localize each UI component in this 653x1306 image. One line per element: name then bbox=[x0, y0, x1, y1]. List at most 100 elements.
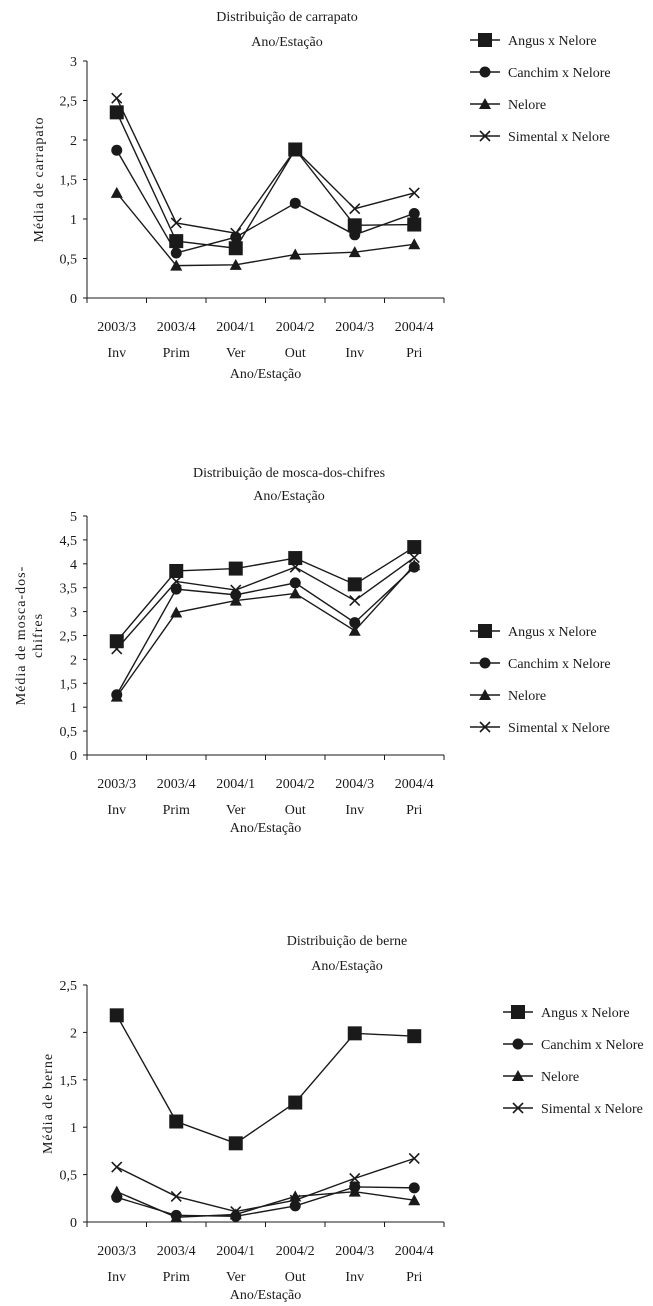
y-tick-label: 3,5 bbox=[60, 582, 78, 597]
data-point-x bbox=[111, 92, 123, 104]
y-tick-label: 2,5 bbox=[60, 630, 78, 645]
series-simental-x-nelore bbox=[111, 1152, 420, 1218]
legend-entry: Nelore bbox=[470, 98, 546, 113]
data-point-x bbox=[408, 552, 420, 564]
data-point-circle bbox=[289, 577, 301, 589]
x-tick-label-season: Prim bbox=[163, 1270, 190, 1285]
data-point-x bbox=[111, 1161, 123, 1173]
legend-marker-square bbox=[478, 33, 492, 47]
y-tick-label: 3 bbox=[70, 606, 77, 621]
series-nelore bbox=[110, 1185, 421, 1223]
y-tick-label: 0,5 bbox=[60, 1169, 78, 1184]
y-tick-label: 3 bbox=[70, 55, 77, 70]
x-tick-label-season: Pri bbox=[406, 346, 422, 361]
y-tick-label: 4 bbox=[70, 558, 77, 573]
series-nelore bbox=[110, 559, 421, 702]
y-axis-label: Média de berne bbox=[41, 1053, 56, 1154]
data-point-triangle bbox=[170, 606, 183, 618]
data-point-square bbox=[228, 561, 243, 576]
data-point-x bbox=[289, 561, 301, 573]
data-point-triangle bbox=[110, 186, 123, 198]
series-nelore bbox=[110, 186, 421, 271]
y-tick-label: 1,5 bbox=[60, 174, 78, 189]
data-point-x bbox=[289, 1194, 301, 1206]
legend-marker-triangle bbox=[479, 689, 491, 700]
x-tick-label-year: 2003/3 bbox=[97, 1244, 136, 1259]
y-tick-label: 0 bbox=[70, 1216, 77, 1231]
chart-subtitle: Ano/Estação bbox=[253, 489, 325, 504]
x-tick-label-year: 2003/3 bbox=[97, 777, 136, 792]
x-tick-label-season: Inv bbox=[107, 346, 126, 361]
y-tick-label: 2 bbox=[70, 134, 77, 149]
data-point-x bbox=[408, 187, 420, 199]
data-point-x bbox=[230, 584, 242, 596]
data-point-square bbox=[407, 1029, 422, 1044]
x-tick-label-year: 2003/3 bbox=[97, 320, 136, 335]
legend-entry: Canchim x Nelore bbox=[503, 1038, 644, 1053]
x-tick-label-year: 2004/2 bbox=[276, 320, 315, 335]
series-line bbox=[116, 97, 415, 234]
legend-entry: Canchim x Nelore bbox=[470, 66, 611, 81]
data-point-square bbox=[347, 218, 362, 233]
legend-entry: Simental x Nelore bbox=[470, 130, 610, 145]
legend-label: Simental x Nelore bbox=[508, 721, 610, 736]
data-point-x bbox=[111, 643, 123, 655]
data-point-triangle bbox=[110, 1185, 123, 1197]
legend-label: Angus x Nelore bbox=[508, 625, 597, 640]
x-tick-label-year: 2004/4 bbox=[395, 1244, 434, 1259]
x-axis-label: Ano/Estação bbox=[230, 367, 302, 382]
data-point-square bbox=[407, 217, 422, 232]
legend-entry: Angus x Nelore bbox=[503, 1005, 630, 1021]
x-tick-label-year: 2004/4 bbox=[395, 777, 434, 792]
data-point-circle bbox=[289, 1200, 301, 1212]
legend-marker-x bbox=[512, 1102, 524, 1114]
y-tick-label: 2,5 bbox=[60, 979, 78, 994]
data-point-x bbox=[230, 227, 242, 239]
x-tick-label-year: 2004/4 bbox=[395, 320, 434, 335]
x-tick-label-year: 2004/1 bbox=[216, 777, 255, 792]
legend-label: Nelore bbox=[508, 689, 546, 704]
data-point-square bbox=[347, 577, 362, 592]
data-point-x bbox=[349, 1172, 361, 1184]
legend-label: Canchim x Nelore bbox=[508, 657, 611, 672]
x-tick-label-year: 2004/2 bbox=[276, 1244, 315, 1259]
data-point-x bbox=[230, 1206, 242, 1218]
data-point-x bbox=[170, 575, 182, 588]
data-point-triangle bbox=[229, 594, 242, 606]
x-tick-label-season: Out bbox=[285, 346, 306, 361]
legend-label: Canchim x Nelore bbox=[508, 66, 611, 81]
series-line bbox=[116, 557, 415, 650]
series-line bbox=[116, 1190, 415, 1218]
y-tick-label: 1 bbox=[70, 701, 77, 716]
data-point-circle bbox=[289, 197, 301, 209]
legend-marker-square bbox=[511, 1005, 525, 1019]
series-line bbox=[116, 1157, 415, 1213]
data-point-triangle bbox=[408, 559, 421, 571]
data-point-triangle bbox=[348, 624, 361, 636]
data-point-triangle bbox=[170, 1211, 183, 1223]
data-point-x bbox=[349, 203, 361, 215]
data-point-triangle bbox=[348, 246, 361, 258]
y-tick-label: 1 bbox=[70, 1121, 77, 1136]
data-point-x bbox=[408, 1152, 420, 1165]
data-point-circle bbox=[349, 617, 361, 629]
chart-mosca-dos-chifres: Distribuição de mosca-dos-chifres Ano/Est… bbox=[14, 466, 611, 836]
y-tick-label: 0,5 bbox=[60, 253, 78, 268]
data-point-circle bbox=[349, 229, 361, 241]
x-axis-label: Ano/Estação bbox=[230, 821, 302, 836]
series-simental-x-nelore bbox=[111, 92, 420, 239]
series-line bbox=[116, 1014, 415, 1145]
y-axis-label: Média de mosca-dos-chifres bbox=[14, 566, 46, 706]
series-line bbox=[116, 192, 415, 267]
series-canchim-x-nelore bbox=[111, 561, 420, 701]
data-point-x bbox=[349, 595, 361, 607]
chart-subtitle: Ano/Estação bbox=[311, 959, 383, 974]
data-point-square bbox=[288, 551, 303, 566]
x-tick-label-season: Prim bbox=[163, 803, 190, 818]
y-tick-label: 2,5 bbox=[60, 95, 78, 110]
series-angus-x-nelore bbox=[109, 1008, 422, 1151]
data-point-x bbox=[170, 217, 182, 229]
legend-entry: Nelore bbox=[470, 689, 546, 704]
x-tick-label-season: Out bbox=[285, 1270, 306, 1285]
